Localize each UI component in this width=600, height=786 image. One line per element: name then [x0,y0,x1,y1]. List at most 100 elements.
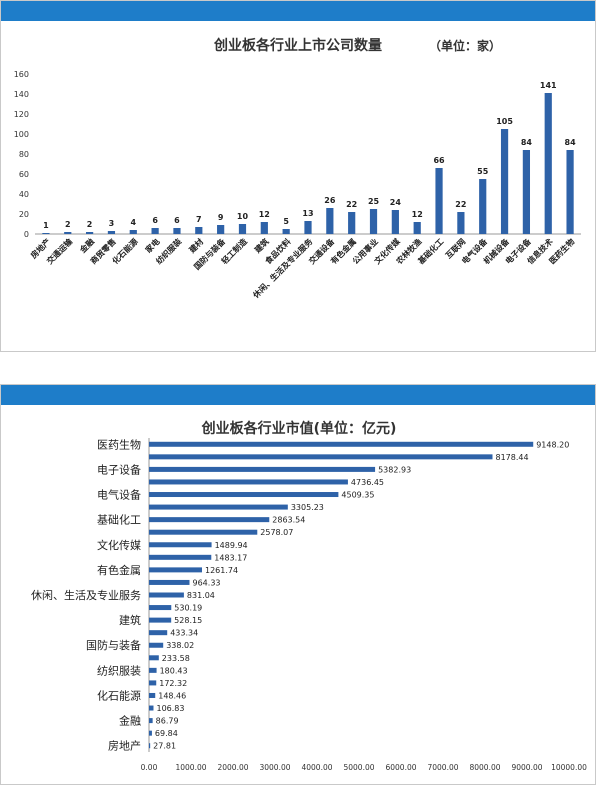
panel-header-bar [1,1,595,21]
bar [348,212,356,234]
data-label: 9 [218,213,224,222]
bar [326,208,334,234]
data-label: 3 [109,219,115,228]
bar [149,692,156,698]
bar [149,642,164,648]
market-value-bar-chart: 创业板各行业市值(单位：亿元) 9148.20 8178.44 5382.93 473… [31,420,587,772]
data-label: 26 [324,196,336,205]
data-label: 6 [174,216,180,225]
bar [173,228,181,234]
panel-header-bar [1,385,595,405]
x-tick-label: 4000.00 [301,763,332,772]
bar [413,222,421,234]
chart1-unit: （单位：家） [429,38,501,53]
y-tick-label: 20 [19,210,29,219]
data-label: 1483.17 [214,553,247,562]
data-label: 9148.20 [536,440,569,449]
bar [149,680,157,686]
bar [391,210,399,234]
bar [149,554,212,560]
data-label: 55 [477,167,489,176]
y-tick-label: 休闲、生活及专业服务 [31,588,141,602]
y-tick-label: 有色金属 [97,563,141,577]
data-label: 831.04 [187,591,215,600]
data-label: 1489.94 [215,541,248,550]
bar [435,168,443,234]
data-label: 4509.35 [341,491,374,500]
data-label: 24 [390,198,402,207]
data-label: 172.32 [159,679,187,688]
y-tick-label: 金融 [119,714,141,728]
bar [149,567,202,573]
y-tick-label: 基础化工 [97,513,141,527]
bar [151,228,159,234]
bar [64,232,72,234]
bar [149,479,348,485]
data-label: 180.43 [160,666,188,675]
market-value-chart-panel: 创业板各行业市值(单位：亿元) 9148.20 8178.44 5382.93 473… [0,384,596,785]
x-tick-label: 5000.00 [343,763,374,772]
data-label: 22 [346,200,357,209]
bar [282,229,290,234]
data-label: 338.02 [166,641,194,650]
y-tick-label: 电气设备 [97,488,141,502]
bar [149,542,212,548]
y-tick-label: 60 [19,170,29,179]
bar [149,605,172,611]
x-tick-label: 6000.00 [385,763,416,772]
bar [149,630,168,636]
x-tick-label: 3000.00 [259,763,290,772]
data-label: 69.84 [155,729,178,738]
y-tick-label: 电子设备 [97,462,141,476]
x-tick-label: 家电 [143,236,161,254]
bar [85,232,94,234]
bar [149,617,172,623]
bar [149,466,376,472]
y-tick-label: 80 [19,150,29,159]
data-label: 4 [130,218,136,227]
bar [42,233,50,234]
bar [369,209,378,234]
x-tick-label: 0.00 [141,763,158,772]
bar [149,718,153,724]
bar [149,504,288,510]
bar [149,705,154,711]
bar [149,579,190,585]
data-label: 10 [237,212,249,221]
bar [544,93,552,234]
bar [149,730,152,736]
bar [149,667,157,673]
bar [149,592,184,598]
bar [149,743,151,749]
y-tick-label: 纺织服装 [97,663,141,677]
data-label: 12 [412,210,423,219]
y-tick-label: 房地产 [108,739,141,753]
data-label: 2863.54 [272,516,305,525]
data-label: 25 [368,197,380,206]
data-label: 530.19 [174,604,202,613]
data-label: 3305.23 [291,503,324,512]
y-tick-label: 建筑 [119,613,141,627]
data-label: 433.34 [170,629,198,638]
x-tick-label: 建筑 [252,236,271,255]
bar [457,212,465,234]
y-tick-label: 100 [14,130,29,139]
x-tick-label: 7000.00 [427,763,458,772]
data-label: 12 [259,210,270,219]
data-label: 1 [43,221,49,230]
bar [479,179,487,234]
data-label: 6 [152,216,158,225]
bar [522,150,531,234]
x-tick-label: 9000.00 [511,763,542,772]
y-tick-label: 化石能源 [97,688,141,702]
bar [149,517,270,523]
chart2-title: 创业板各行业市值(单位：亿元) [201,420,397,437]
data-label: 7 [196,215,202,224]
data-label: 106.83 [156,704,184,713]
x-tick-label: 2000.00 [217,763,248,772]
data-label: 148.46 [158,691,186,700]
x-tick-label: 1000.00 [175,763,206,772]
data-label: 105 [496,117,513,126]
data-label: 2578.07 [260,528,293,537]
data-label: 4736.45 [351,478,384,487]
